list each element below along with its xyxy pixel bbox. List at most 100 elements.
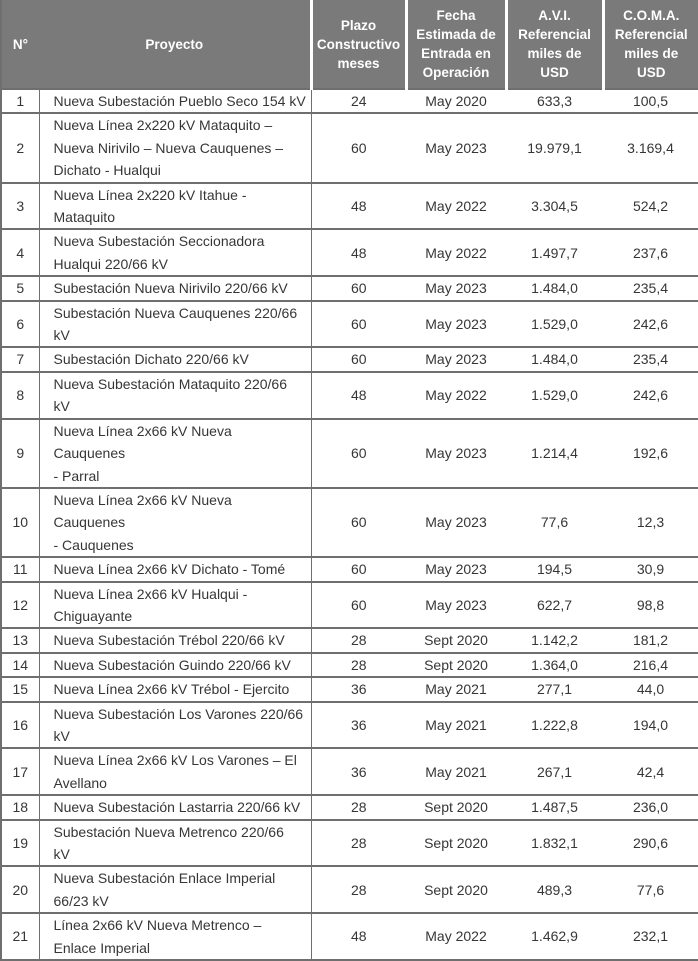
plazo-cell: 36 [311,748,406,797]
project-name-cell: Nueva Subestación Enlace Imperial 66/23 … [39,866,312,915]
project-name-cell: Nueva Línea 2x220 kV Mataquito – Nueva N… [39,113,312,184]
coma-cell: 290,6 [603,819,698,868]
project-name-cell: Nueva Línea 2x66 kV Hualqui - Chiguayant… [39,581,312,630]
fecha-cell: May 2020 [406,89,506,115]
coma-cell: 12,3 [603,487,698,559]
avi-cell: 1.832,1 [506,819,603,868]
fecha-cell: May 2023 [406,300,506,349]
fecha-cell: May 2023 [406,581,506,630]
project-name-cell: Nueva Línea 2x220 kV Itahue - Mataquito [39,182,312,231]
avi-cell: 77,6 [506,487,603,559]
num-cell: 12 [1,581,40,630]
table-row: 16 Nueva Subestación Los Varones 220/66 k… [1,701,698,750]
fecha-cell: May 2021 [406,701,506,750]
fecha-cell: Sept 2020 [406,795,506,821]
fecha-cell: May 2021 [406,748,506,797]
fecha-cell: May 2021 [406,677,506,703]
fecha-cell: May 2023 [406,487,506,559]
fecha-cell: Sept 2020 [406,652,506,679]
avi-cell: 1.487,5 [506,795,603,821]
plazo-cell: 60 [311,113,406,184]
plazo-cell: 60 [311,581,406,630]
project-name-cell: Subestación Nueva Cauquenes 220/66 kV [39,300,312,349]
coma-cell: 44,0 [603,677,698,703]
coma-cell: 77,6 [603,866,698,915]
coma-cell: 181,2 [603,628,698,654]
coma-cell: 42,4 [603,748,698,797]
coma-cell: 216,4 [603,652,698,679]
coma-cell: 100,5 [603,89,698,115]
fecha-cell: May 2023 [406,347,506,373]
fecha-cell: May 2022 [406,371,506,420]
project-name-cell: Nueva Subestación Pueblo Seco 154 kV [39,89,312,115]
plazo-cell: 60 [311,276,406,302]
num-cell: 4 [1,229,40,278]
num-cell: 6 [1,300,40,349]
fecha-cell: May 2022 [406,182,506,231]
num-cell: 20 [1,866,40,915]
table-row: 10 Nueva Línea 2x66 kV Nueva Cauquenes - … [1,487,698,559]
plazo-cell: 28 [311,628,406,654]
project-name-cell: Nueva Subestación Seccionadora Hualqui 2… [39,229,312,278]
num-cell: 1 [1,89,40,115]
fecha-cell: Sept 2020 [406,628,506,654]
plazo-cell: 48 [311,913,406,961]
num-cell: 14 [1,652,40,679]
avi-cell: 1.484,0 [506,276,603,302]
avi-cell: 1.214,4 [506,418,603,489]
plazo-cell: 36 [311,701,406,750]
avi-cell: 3.304,5 [506,182,603,231]
table-row: 2 Nueva Línea 2x220 kV Mataquito – Nueva … [1,113,698,184]
table-row: 6 Subestación Nueva Cauquenes 220/66 kV 60… [1,300,698,349]
project-name-cell: Nueva Línea 2x66 kV Los Varones – El Ave… [39,748,312,797]
num-cell: 18 [1,795,40,821]
avi-cell: 1.497,7 [506,229,603,278]
avi-cell: 194,5 [506,557,603,583]
fecha-cell: Sept 2020 [406,819,506,868]
coma-cell: 242,6 [603,371,698,420]
num-cell: 2 [1,113,40,184]
coma-cell: 236,0 [603,795,698,821]
coma-cell: 192,6 [603,418,698,489]
plazo-cell: 28 [311,819,406,868]
num-cell: 17 [1,748,40,797]
table-header-row: N° Proyecto Plazo Constructivo meses Fec… [1,0,698,90]
table-row: 20 Nueva Subestación Enlace Imperial 66/2… [1,866,698,915]
num-cell: 10 [1,487,40,559]
avi-cell: 1.462,9 [506,913,603,961]
project-name-cell: Nueva Línea 2x66 kV Dichato - Tomé [39,557,312,583]
project-name-cell: Subestación Nueva Metrenco 220/66 kV [39,819,312,868]
num-cell: 15 [1,677,40,703]
avi-cell: 1.529,0 [506,371,603,420]
table-row: 11 Nueva Línea 2x66 kV Dichato - Tomé 60 Ma… [1,557,698,583]
coma-cell: 237,6 [603,229,698,278]
plazo-cell: 60 [311,487,406,559]
avi-cell: 1.142,2 [506,628,603,654]
plazo-cell: 48 [311,229,406,278]
table-row: 9 Nueva Línea 2x66 kV Nueva Cauquenes - P… [1,418,698,489]
header-plazo-constructivo: Plazo Constructivo meses [309,0,406,90]
num-cell: 3 [1,182,40,231]
fecha-cell: May 2022 [406,913,506,961]
num-cell: 7 [1,347,40,373]
table-row: 15 Nueva Línea 2x66 kV Trébol - Ejercito 3… [1,677,698,703]
project-name-cell: Nueva Subestación Trébol 220/66 kV [39,628,312,654]
num-cell: 11 [1,557,40,583]
header-fecha-estimada: Fecha Estimada de Entrada en Operación [404,0,506,90]
fecha-cell: Sept 2020 [406,866,506,915]
num-cell: 8 [1,371,40,420]
table-row: 3 Nueva Línea 2x220 kV Itahue - Mataquito… [1,182,698,231]
table-row: 21 Línea 2x66 kV Nueva Metrenco – Enlace … [1,913,698,961]
coma-cell: 232,1 [603,913,698,961]
table-row: 17 Nueva Línea 2x66 kV Los Varones – El A… [1,748,698,797]
coma-cell: 235,4 [603,276,698,302]
project-name-cell: Nueva Línea 2x66 kV Trébol - Ejercito [39,677,312,703]
project-name-cell: Nueva Subestación Los Varones 220/66 kV [39,701,312,750]
plazo-cell: 48 [311,371,406,420]
project-name-cell: Línea 2x66 kV Nueva Metrenco – Enlace Im… [39,913,312,961]
avi-cell: 19.979,1 [506,113,603,184]
avi-cell: 622,7 [506,581,603,630]
plazo-cell: 28 [311,866,406,915]
header-avi-referencial: A.V.I. Referencial miles de USD [504,0,603,90]
